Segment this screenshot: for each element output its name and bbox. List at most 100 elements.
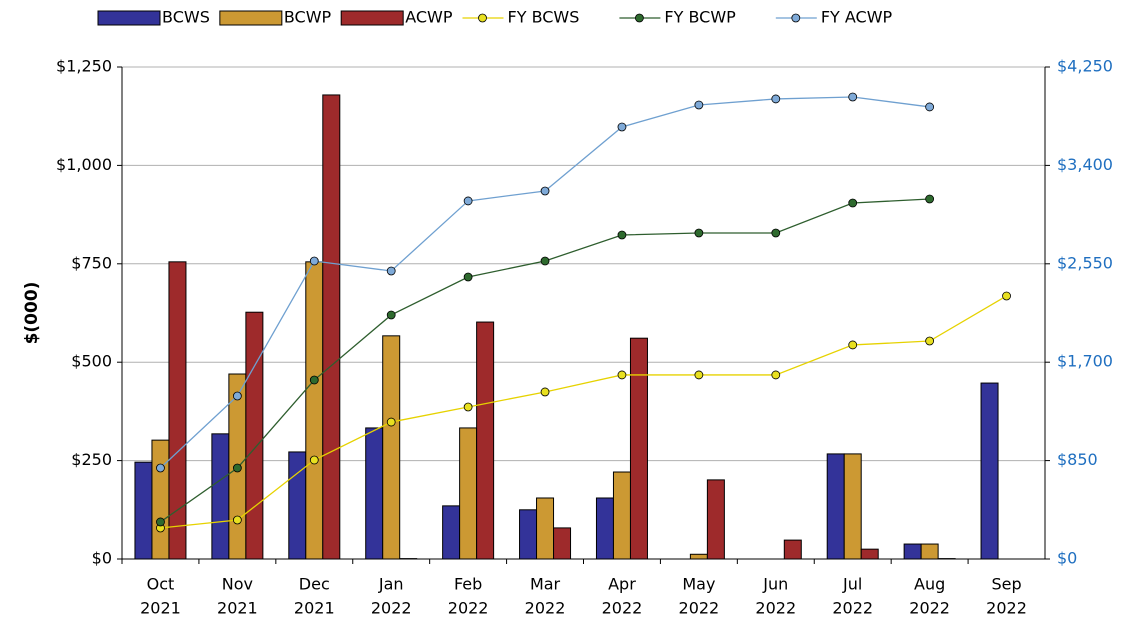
line xyxy=(160,295,1007,529)
bar xyxy=(903,543,922,560)
line-marker xyxy=(771,94,781,104)
y-tick-label: $0 xyxy=(92,549,112,568)
x-tick-label: Jan xyxy=(378,575,404,594)
line-marker xyxy=(925,102,935,112)
bar xyxy=(706,479,725,560)
line-marker xyxy=(617,370,627,380)
line-marker xyxy=(771,370,781,380)
line-marker xyxy=(540,256,550,266)
x-tick-label: Aug xyxy=(914,575,945,594)
x-tick-label: 2022 xyxy=(986,599,1027,618)
x-tick-label: Jul xyxy=(842,575,862,594)
legend-marker xyxy=(791,13,801,23)
bar xyxy=(536,497,555,560)
bar xyxy=(553,527,572,560)
x-tick-label: 2022 xyxy=(448,599,489,618)
bar xyxy=(365,427,384,560)
bar xyxy=(980,382,999,560)
y-axis-label: $(000) xyxy=(22,282,42,345)
line-marker xyxy=(232,463,242,473)
line-marker xyxy=(386,417,396,427)
bar xyxy=(612,471,631,560)
legend-label: BCWS xyxy=(162,8,210,27)
line-marker xyxy=(232,391,242,401)
line-marker xyxy=(925,194,935,204)
y-tick-label: $500 xyxy=(71,352,112,371)
bar xyxy=(211,433,230,560)
line-marker xyxy=(463,196,473,206)
line-marker xyxy=(386,310,396,320)
legend-swatch xyxy=(97,10,161,26)
y2-tick-label: $3,400 xyxy=(1057,155,1113,174)
legend-swatch xyxy=(340,10,404,26)
x-tick-label: 2022 xyxy=(679,599,720,618)
legend-label: ACWP xyxy=(405,8,453,27)
x-tick-label: 2021 xyxy=(294,599,335,618)
legend-marker xyxy=(478,13,487,23)
y2-tick-label: $4,250 xyxy=(1057,57,1113,76)
x-tick-label: 2022 xyxy=(602,599,643,618)
x-tick-label: 2021 xyxy=(217,599,258,618)
line-marker xyxy=(156,463,165,473)
x-tick-label: 2021 xyxy=(140,599,181,618)
y2-tick-label: $0 xyxy=(1057,549,1077,568)
x-tick-label: Apr xyxy=(608,575,636,594)
bar xyxy=(860,548,879,560)
bar xyxy=(134,461,153,560)
x-tick-label: Dec xyxy=(299,575,330,594)
bar xyxy=(783,539,802,560)
bar xyxy=(843,453,862,560)
bar xyxy=(151,439,170,560)
line-marker xyxy=(848,340,858,350)
bar xyxy=(476,321,495,560)
y-tick-label: $1,000 xyxy=(56,155,112,174)
bar xyxy=(519,509,538,560)
bar xyxy=(689,553,708,560)
line-marker xyxy=(1002,291,1011,301)
legend-label: FY ACWP xyxy=(821,8,893,27)
legend-swatch xyxy=(219,10,283,26)
legend-label: FY BCWP xyxy=(664,8,736,27)
line-marker xyxy=(386,266,396,276)
bar xyxy=(382,335,401,560)
line-marker xyxy=(309,375,319,385)
bar xyxy=(322,94,341,560)
legend-label: BCWP xyxy=(284,8,332,27)
bar xyxy=(629,337,648,560)
line-marker xyxy=(463,402,473,412)
x-tick-label: Sep xyxy=(991,575,1021,594)
line-marker xyxy=(617,230,627,240)
line-marker xyxy=(771,228,781,238)
y-tick-label: $250 xyxy=(71,450,112,469)
line-marker xyxy=(617,122,627,132)
y-tick-label: $750 xyxy=(71,253,112,272)
y2-tick-label: $850 xyxy=(1057,450,1098,469)
bar xyxy=(245,311,264,560)
y-tick-label: $1,250 xyxy=(56,57,112,76)
line-marker xyxy=(540,186,550,196)
line-marker xyxy=(309,256,319,266)
x-tick-label: 2022 xyxy=(371,599,412,618)
line-marker xyxy=(848,198,858,208)
x-tick-label: Nov xyxy=(222,575,253,594)
x-tick-label: Jun xyxy=(762,575,788,594)
bar xyxy=(920,543,939,560)
line-marker xyxy=(309,455,319,465)
bar xyxy=(826,453,845,560)
y2-tick-label: $1,700 xyxy=(1057,352,1113,371)
x-tick-label: May xyxy=(682,575,715,594)
line-marker xyxy=(848,92,858,102)
line-marker xyxy=(925,336,935,346)
x-tick-label: Mar xyxy=(530,575,561,594)
bar xyxy=(459,427,478,560)
x-tick-label: 2022 xyxy=(755,599,796,618)
line-marker xyxy=(694,370,704,380)
line-marker xyxy=(694,228,704,238)
legend-label: FY BCWS xyxy=(508,8,580,27)
x-tick-label: 2022 xyxy=(525,599,566,618)
y2-tick-label: $2,550 xyxy=(1057,253,1113,272)
bar xyxy=(595,497,614,560)
line-marker xyxy=(463,272,473,282)
